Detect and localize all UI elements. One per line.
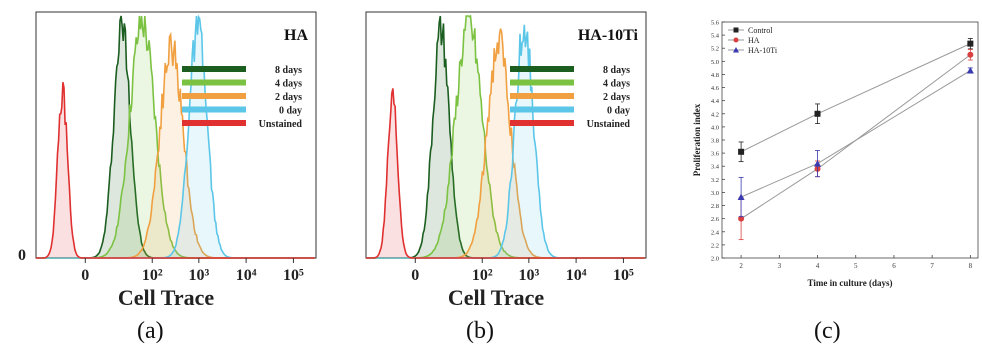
data-point	[814, 160, 822, 167]
y-tick-label: 3.4	[711, 164, 720, 171]
y-tick-label: 4.6	[711, 85, 720, 92]
legend-label: HA-10Ti	[748, 46, 778, 55]
chart-title: HA-10Ti	[578, 27, 639, 44]
histogram-panel-b: HA-10Ti 8 days 4 days 2 days 0 day Unstained 0…	[365, 11, 647, 310]
legend-marker	[733, 27, 739, 33]
y-tick-label: 2.6	[711, 216, 720, 223]
legend-label: Unstained	[259, 119, 303, 130]
y-tick-label: 0	[18, 247, 26, 264]
x-tick-label: 6	[892, 262, 896, 270]
y-tick-label: 3.8	[711, 138, 719, 145]
y-tick-label: 5.6	[711, 20, 720, 27]
legend-label: Unstained	[587, 119, 631, 130]
legend-label: HA	[748, 36, 760, 45]
x-tick-label: 10⁵	[613, 267, 634, 284]
x-tick-label: 3	[778, 262, 782, 270]
x-tick-label: 2	[739, 262, 743, 270]
legend-swatch	[510, 66, 574, 72]
panel-label-b: (b)	[466, 318, 494, 344]
y-tick-label: 3.2	[711, 177, 719, 184]
x-axis-label: Time in culture (days)	[808, 278, 893, 288]
x-tick-label: 7	[930, 262, 934, 270]
data-point	[967, 40, 974, 47]
legend-swatch	[182, 93, 246, 99]
y-tick-label: 5.4	[711, 33, 720, 40]
data-point	[814, 110, 821, 117]
x-tick-label: 10⁵	[283, 267, 304, 284]
chart-title: HA	[284, 27, 308, 44]
x-tick-label: 4	[816, 262, 820, 270]
legend-label: 0 day	[279, 106, 302, 117]
x-tick-label: 8	[969, 262, 973, 270]
y-tick-label: 2.4	[711, 229, 720, 236]
legend-label: 8 days	[275, 65, 302, 76]
series-line	[740, 43, 971, 153]
legend-swatch	[182, 66, 246, 72]
legend-label: 8 days	[603, 65, 630, 76]
histogram-panel-a: HA 8 days 4 days 2 days 0 day Unstained 0 10² 10…	[18, 11, 317, 310]
x-axis-label: Cell Trace	[448, 285, 545, 310]
legend-label: 0 day	[607, 106, 630, 117]
legend-label: Control	[748, 26, 773, 35]
legend-swatch	[182, 79, 246, 86]
data-point	[966, 67, 974, 74]
data-point	[737, 193, 745, 201]
x-tick-label: 10³	[518, 267, 539, 284]
y-axis-label: Proliferation index	[692, 103, 702, 176]
legend-marker	[733, 37, 739, 43]
legend-swatch	[182, 120, 246, 126]
histogram-area-2-days	[366, 28, 645, 259]
y-tick-label: 2.8	[711, 203, 719, 210]
panel-label-a: (a)	[137, 318, 164, 344]
histogram-line-unstained	[36, 81, 315, 259]
y-tick-label: 5.2	[711, 46, 719, 53]
legend-marker	[733, 47, 739, 53]
x-tick-label: 5	[854, 262, 858, 270]
x-tick-label: 10⁴	[236, 267, 257, 284]
x-tick-label: 10²	[142, 267, 163, 284]
data-point	[967, 51, 974, 58]
histogram-area-2-days	[36, 34, 315, 258]
legend-label: 2 days	[275, 92, 302, 103]
data-point	[738, 148, 745, 155]
legend-swatch	[182, 106, 246, 113]
x-tick-label: 10⁴	[566, 267, 587, 284]
y-tick-label: 2.0	[711, 256, 719, 263]
x-tick-label: 10³	[188, 267, 209, 284]
legend-swatch	[510, 120, 574, 126]
y-tick-label: 4.4	[711, 98, 720, 105]
legend-label: 4 days	[603, 79, 630, 90]
y-tick-label: 4.2	[711, 111, 719, 118]
panel-label-c: (c)	[814, 318, 841, 344]
y-tick-label: 4.0	[711, 124, 719, 131]
series-line	[740, 70, 971, 198]
histogram-line-unstained	[366, 88, 645, 259]
series-line	[740, 54, 971, 220]
y-tick-label: 5.0	[711, 59, 719, 66]
legend-label: 2 days	[603, 92, 630, 103]
legend-label: 4 days	[275, 79, 302, 90]
y-tick-label: 2.2	[711, 242, 719, 249]
line-chart-panel-c: 2.0 2.2 2.4 2.6 2.8 3.0 3.2 3.4 3.6 3.8 4.0 4.2 4.4 4…	[692, 20, 979, 288]
data-point	[738, 215, 745, 222]
y-tick-label: 3.6	[711, 151, 720, 158]
y-tick-label: 3.0	[711, 190, 719, 197]
legend-swatch	[510, 93, 574, 99]
x-tick-label: 0	[411, 267, 419, 284]
x-tick-label: 10²	[472, 267, 493, 284]
x-axis-label: Cell Trace	[118, 285, 215, 310]
x-tick-label: 0	[81, 267, 89, 284]
legend-swatch	[510, 106, 574, 113]
y-tick-label: 4.8	[711, 72, 719, 79]
legend-swatch	[510, 79, 574, 86]
histogram-area-8-days	[366, 16, 645, 258]
